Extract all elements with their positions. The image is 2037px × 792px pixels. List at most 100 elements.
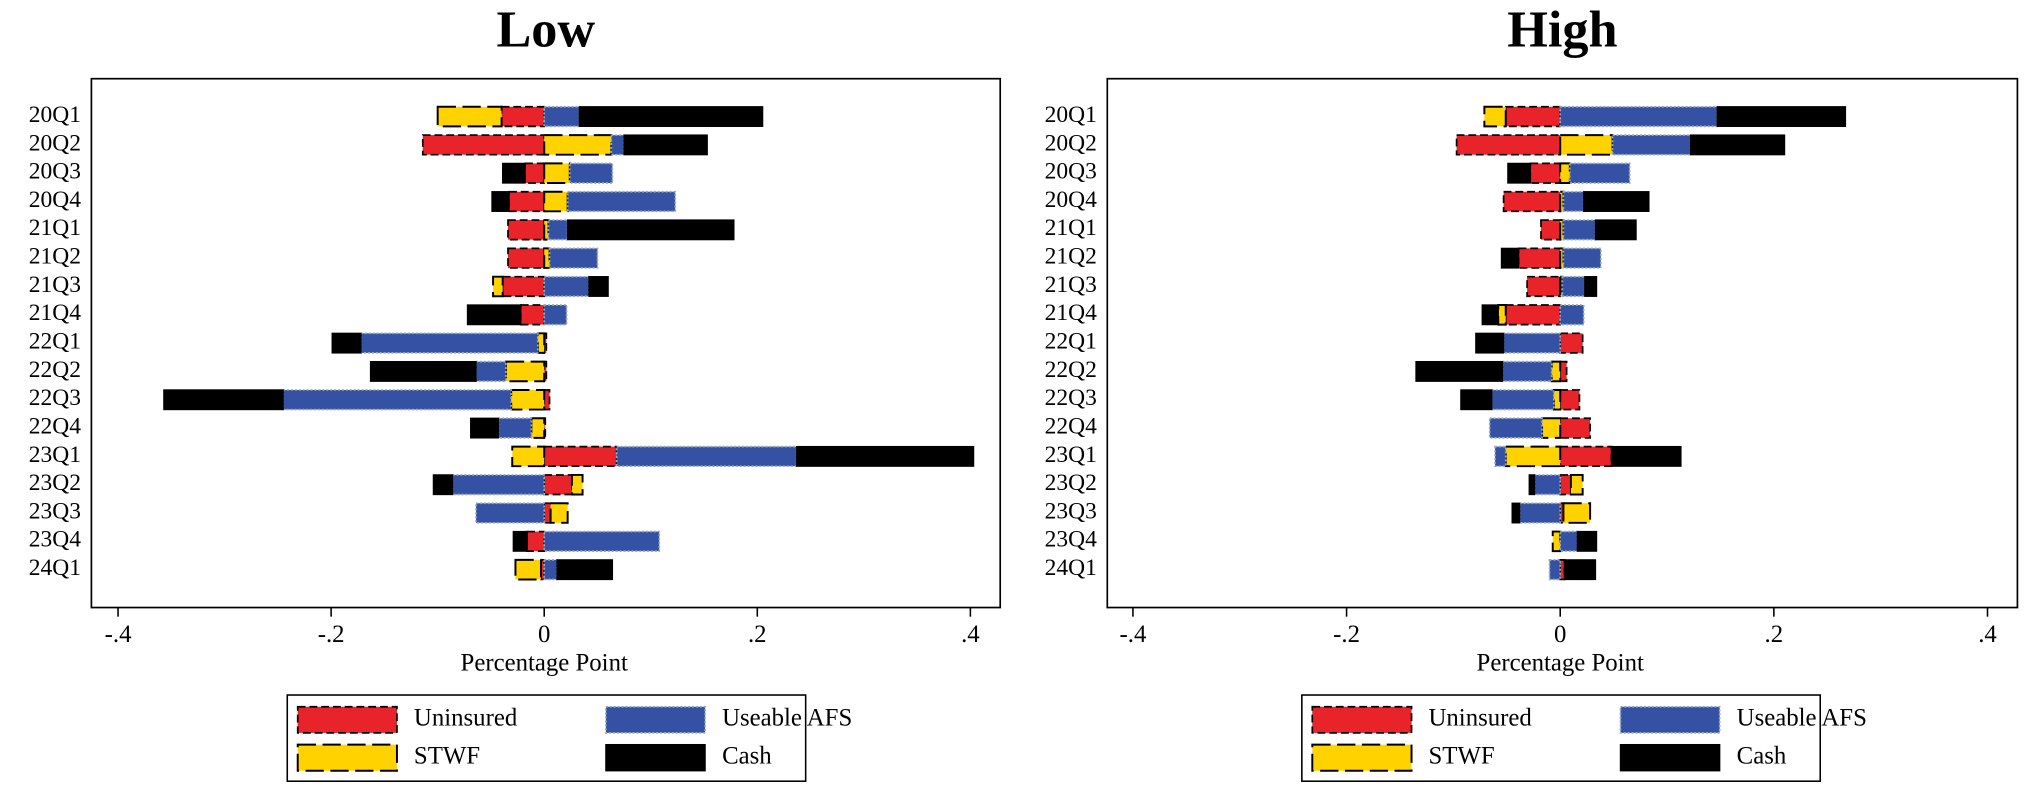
y-tick-label: 23Q1: [1045, 442, 1097, 468]
legend-swatch: [605, 743, 706, 772]
y-tick-label: 22Q1: [1045, 329, 1097, 355]
bar-segment: [1559, 530, 1579, 552]
bar-segment: [504, 360, 546, 383]
legend-swatch: [1619, 705, 1721, 734]
y-tick-label: 22Q4: [1045, 413, 1097, 439]
x-tick-label: -.2: [1333, 621, 1360, 648]
x-tick-label: .2: [1765, 621, 1784, 648]
bar-segment: [1548, 559, 1562, 581]
x-tick-label: -.2: [318, 621, 345, 648]
bar-segment: [475, 502, 546, 524]
bar-segment: [1559, 105, 1719, 128]
bar-segment: [1562, 502, 1592, 524]
bar-segment: [543, 530, 661, 552]
bar-segment: [1559, 474, 1572, 496]
x-axis-label: Percentage Point: [461, 650, 628, 677]
x-axis-label: Percentage Point: [1477, 650, 1644, 677]
bar-segment: [1517, 247, 1562, 269]
bar-segment: [1716, 106, 1847, 128]
y-tick-label: 22Q3: [1045, 385, 1097, 411]
y-tick-label: 21Q4: [1045, 300, 1097, 326]
legend-swatch: [605, 705, 706, 734]
bar-segment: [547, 219, 569, 241]
y-tick-label: 21Q3: [1045, 272, 1097, 298]
bar-segment: [369, 360, 477, 382]
y-tick-label: 23Q2: [29, 470, 81, 496]
bar-segment: [1518, 502, 1562, 524]
bar-segment: [466, 304, 522, 326]
bar-segment: [1488, 417, 1543, 439]
y-tick-label: 20Q4: [29, 187, 81, 213]
bar-segment: [1552, 388, 1562, 411]
x-tick-label: .4: [961, 621, 980, 648]
bar-segment: [1559, 360, 1568, 383]
bar-segment: [526, 530, 546, 552]
legend-label: Cash: [1737, 742, 1787, 769]
bar-segment: [500, 105, 546, 128]
bar-segment: [475, 360, 507, 383]
y-tick-label: 21Q1: [1045, 215, 1097, 241]
bar-segment: [615, 445, 798, 468]
y-tick-label: 20Q2: [29, 130, 81, 156]
legend-label: Useable AFS: [722, 705, 852, 732]
bar-segment: [1511, 502, 1521, 524]
y-tick-label: 21Q3: [29, 272, 81, 298]
bar-segment: [1594, 219, 1637, 241]
legend-label: Uninsured: [1429, 705, 1533, 732]
panel-title: High: [1507, 0, 1617, 58]
bar-segment: [436, 105, 503, 128]
bar-segment: [508, 190, 546, 213]
y-tick-label: 22Q2: [29, 357, 81, 383]
bar-segment: [543, 105, 581, 128]
bar-segment: [519, 304, 546, 326]
y-tick-label: 20Q3: [29, 159, 81, 185]
y-tick-label: 22Q1: [29, 329, 81, 355]
bar-segment: [1502, 332, 1562, 354]
bar-segment: [1507, 162, 1531, 184]
bar-segment: [1559, 389, 1581, 411]
y-tick-label: 23Q2: [1045, 470, 1097, 496]
y-tick-label: 20Q1: [1045, 102, 1097, 128]
bar-segment: [578, 106, 764, 128]
bar-segment: [512, 530, 528, 552]
bar-segment: [1526, 275, 1562, 298]
bar-segment: [282, 389, 513, 411]
x-tick-label: .4: [1978, 621, 1997, 648]
bar-segment: [491, 191, 510, 212]
bar-segment: [451, 474, 546, 496]
bar-segment: [1568, 162, 1631, 184]
x-tick-label: 0: [538, 621, 550, 648]
bar-segment: [1584, 276, 1598, 297]
bar-segment: [360, 332, 539, 354]
legend-swatch: [296, 705, 398, 734]
y-tick-label: 21Q4: [29, 300, 81, 326]
y-tick-label: 24Q1: [29, 555, 81, 581]
bar-segment: [1500, 247, 1520, 269]
bar-segment: [1415, 360, 1504, 382]
bar-segment: [1497, 304, 1507, 326]
bar-segment: [588, 276, 609, 297]
bar-segment: [543, 445, 618, 468]
bar-segment: [549, 502, 569, 524]
bar-segment: [1689, 134, 1786, 156]
bar-segment: [1563, 559, 1597, 581]
bar-segment: [470, 417, 500, 439]
bar-segment: [1583, 191, 1650, 212]
bar-segment: [497, 417, 533, 439]
bar-segment: [623, 134, 708, 156]
bar-segment: [536, 332, 546, 354]
plot-frame: [1106, 77, 2019, 609]
bar-segment: [1528, 474, 1536, 496]
bar-segment: [163, 389, 284, 411]
y-tick-label: 20Q1: [29, 102, 81, 128]
bar-segment: [331, 332, 362, 354]
bar-segment: [1559, 162, 1571, 184]
bar-segment: [1475, 332, 1505, 354]
y-tick-label: 22Q2: [1045, 357, 1097, 383]
bar-segment: [1541, 417, 1562, 439]
bar-segment: [1501, 360, 1553, 383]
bar-segment: [796, 445, 975, 467]
y-tick-label: 22Q4: [29, 413, 81, 439]
bar-segment: [1494, 445, 1507, 468]
